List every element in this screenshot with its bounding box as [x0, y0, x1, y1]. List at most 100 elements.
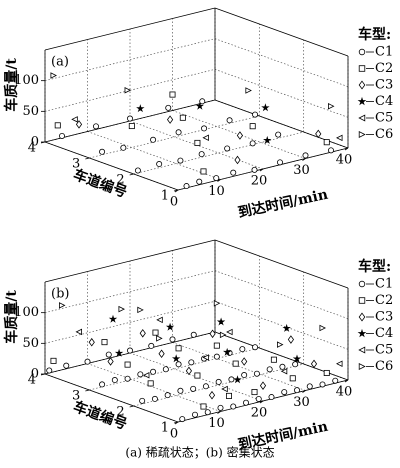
- legend-label: C5: [375, 343, 393, 358]
- marker: [198, 151, 205, 158]
- marker: [124, 375, 131, 382]
- marker: [319, 381, 326, 388]
- marker: [315, 129, 322, 139]
- x-axis-label: 到达时间/min: [236, 418, 329, 454]
- marker: [166, 115, 174, 124]
- marker: [195, 101, 205, 110]
- z-tick-label: 100: [14, 305, 39, 320]
- y-tick-label: 3: [72, 157, 80, 172]
- marker: [249, 140, 256, 147]
- z-tick-label: 100: [14, 73, 39, 88]
- y-tick-label: 4: [28, 373, 36, 388]
- grid-line: [133, 363, 304, 407]
- marker: [287, 335, 295, 344]
- marker: [358, 312, 366, 322]
- marker: [234, 155, 241, 165]
- marker: [249, 123, 256, 130]
- grid-line: [214, 69, 349, 118]
- marker: [327, 102, 335, 110]
- marker: [169, 91, 176, 98]
- marker: [177, 387, 184, 394]
- marker: [230, 169, 237, 176]
- marker: [196, 178, 203, 185]
- marker: [281, 389, 288, 396]
- marker: [165, 322, 175, 331]
- y-tick-label: 4: [28, 141, 36, 156]
- axis-line: [44, 141, 179, 191]
- marker: [266, 366, 273, 373]
- x-tick-label: 0: [170, 195, 178, 210]
- grid-line: [87, 363, 221, 412]
- z-axis-label: 车质量/t: [3, 290, 20, 344]
- tick-mark: [302, 158, 306, 161]
- marker: [139, 397, 146, 404]
- legend-label: C4: [375, 94, 393, 109]
- marker: [358, 297, 366, 304]
- grid-line: [89, 115, 260, 159]
- marker: [213, 342, 220, 349]
- grid-line: [89, 347, 260, 391]
- tick-mark: [129, 173, 134, 176]
- marker: [327, 147, 334, 154]
- marker: [54, 122, 61, 129]
- marker: [134, 167, 141, 174]
- marker: [275, 131, 282, 138]
- legend-title: 车型:: [358, 258, 391, 275]
- tick-mark: [344, 379, 349, 383]
- marker: [151, 395, 158, 402]
- marker: [200, 403, 207, 410]
- tick-mark: [344, 147, 349, 151]
- axis-line: [44, 373, 179, 423]
- legend-label: C6: [375, 127, 393, 142]
- marker: [150, 136, 157, 143]
- marker: [208, 390, 216, 400]
- marker: [139, 329, 146, 338]
- y-tick-label: 2: [116, 405, 124, 420]
- marker: [358, 65, 366, 72]
- z-tick-label: 0: [31, 367, 39, 382]
- marker: [222, 347, 232, 356]
- marker: [199, 98, 206, 105]
- marker: [213, 353, 220, 360]
- legend-label: C1: [375, 45, 393, 60]
- marker: [233, 375, 242, 384]
- marker: [241, 357, 248, 366]
- marker: [179, 416, 186, 423]
- marker: [213, 175, 220, 182]
- marker: [204, 409, 211, 416]
- marker: [232, 360, 239, 367]
- marker: [336, 360, 343, 367]
- marker: [268, 394, 275, 401]
- marker: [358, 131, 366, 138]
- marker: [280, 367, 288, 375]
- tick-mark: [302, 390, 306, 393]
- marker: [169, 336, 176, 343]
- marker: [152, 329, 159, 336]
- marker: [194, 139, 201, 146]
- grid-line: [87, 131, 221, 180]
- y-tick-label: 2: [116, 173, 124, 188]
- marker: [252, 344, 259, 351]
- marker: [190, 385, 197, 392]
- marker: [175, 129, 182, 136]
- marker: [251, 166, 258, 173]
- marker: [292, 361, 299, 368]
- marker: [156, 335, 163, 342]
- marker: [292, 354, 302, 363]
- marker: [200, 168, 207, 175]
- marker: [191, 411, 198, 418]
- marker: [185, 366, 193, 376]
- marker: [225, 392, 232, 399]
- marker: [251, 389, 258, 396]
- marker: [107, 357, 114, 366]
- marker: [137, 306, 144, 314]
- marker: [242, 399, 249, 406]
- marker: [241, 372, 248, 379]
- marker: [358, 280, 366, 288]
- marker: [177, 157, 184, 164]
- legend-title: 车型:: [358, 26, 391, 43]
- legend-label: C4: [375, 326, 393, 341]
- marker: [219, 331, 227, 339]
- marker: [175, 345, 182, 352]
- marker: [75, 120, 83, 129]
